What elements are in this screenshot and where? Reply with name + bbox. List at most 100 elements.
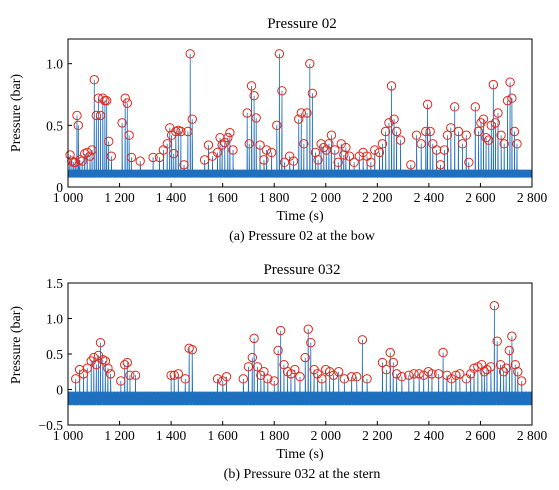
peak-marker — [116, 376, 126, 386]
peak-marker — [225, 128, 235, 138]
peak-marker — [180, 374, 190, 384]
peak-marker — [509, 126, 520, 137]
x-tick-label: 2 000 — [311, 428, 342, 443]
peak-marker — [507, 93, 517, 103]
peak-marker — [461, 130, 471, 140]
peak-marker — [370, 145, 380, 155]
peak-marker — [275, 325, 286, 336]
peak-markers — [71, 301, 527, 386]
x-tick-label: 1 200 — [104, 428, 135, 443]
peak-marker — [82, 363, 93, 373]
y-axis-label: Pressure (bar) — [9, 306, 24, 384]
peak-marker — [328, 370, 339, 380]
peak-marker — [464, 157, 474, 168]
peak-marker — [395, 135, 406, 145]
peak-marker — [507, 331, 517, 341]
x-tick-label: 2 800 — [517, 190, 548, 205]
peak-marker — [435, 160, 446, 170]
series-line — [68, 305, 532, 406]
peak-marker — [386, 81, 397, 91]
peak-marker — [220, 137, 230, 148]
peak-marker — [414, 369, 424, 379]
peak-marker — [389, 114, 399, 124]
x-tick-label: 2 600 — [465, 428, 496, 443]
peak-marker — [362, 374, 372, 384]
peak-marker — [106, 151, 117, 161]
peak-marker — [439, 145, 450, 155]
axes-box — [67, 38, 533, 188]
chart-title: Pressure 02 — [267, 16, 337, 32]
peak-marker — [422, 99, 433, 110]
peak-marker — [176, 126, 186, 137]
peak-marker — [148, 152, 158, 163]
y-axis-label: Pressure (bar) — [9, 74, 24, 152]
peak-marker — [330, 145, 340, 155]
peak-marker — [279, 157, 290, 168]
x-tick-label: 2 200 — [362, 428, 393, 443]
x-tick-label: 2 200 — [362, 190, 393, 205]
y-tick-label: 0 — [56, 180, 63, 195]
peak-marker — [100, 356, 111, 366]
peak-marker — [341, 142, 351, 153]
x-tick-label: 1 400 — [156, 428, 187, 443]
peak-marker — [93, 93, 104, 103]
peak-marker — [135, 156, 145, 166]
panel-caption: (a) Pressure 02 at the bow — [229, 229, 376, 244]
peak-marker — [203, 140, 214, 150]
peak-marker — [489, 301, 500, 311]
peak-marker — [486, 362, 496, 372]
peak-marker — [243, 362, 254, 372]
panel-caption: (b) Pressure 032 at the stern — [224, 467, 381, 482]
peak-marker — [488, 79, 499, 90]
peak-marker — [261, 145, 272, 155]
peak-marker — [397, 372, 407, 382]
x-tick-label: 1 600 — [207, 428, 238, 443]
peak-marker — [344, 151, 355, 161]
peak-marker — [481, 132, 491, 143]
peak-marker — [352, 372, 362, 382]
series-line — [68, 53, 532, 178]
peak-marker — [120, 359, 130, 370]
y-tick-label: 0.5 — [46, 347, 63, 362]
peak-marker — [259, 367, 269, 377]
peak-marker — [385, 347, 395, 358]
peak-marker — [294, 114, 304, 124]
x-tick-label: 1 600 — [207, 190, 238, 205]
peak-marker — [221, 372, 232, 382]
peak-marker — [238, 374, 248, 384]
peak-marker — [381, 364, 392, 375]
peak-marker — [259, 155, 269, 165]
peak-marker — [252, 362, 263, 372]
peak-marker — [251, 113, 261, 123]
peak-marker — [95, 337, 106, 348]
peak-marker — [305, 58, 315, 69]
peak-marker — [249, 333, 259, 344]
chart-title: Pressure 032 — [263, 262, 340, 278]
peak-marker — [296, 108, 306, 118]
peak-marker — [70, 157, 80, 168]
peak-marker — [212, 147, 223, 158]
peak-marker — [504, 345, 515, 356]
peak-marker — [126, 152, 137, 163]
peak-marker — [185, 49, 195, 59]
x-tick-label: 1 200 — [104, 190, 135, 205]
peak-marker — [477, 359, 487, 370]
peak-marker — [499, 139, 509, 149]
peak-marker — [479, 367, 490, 377]
peak-marker — [249, 91, 259, 101]
chart-panel-pressure-02: Pressure 02 Pressure (bar) 1 000 1 200 1 4… — [9, 16, 547, 244]
peak-marker — [104, 136, 114, 147]
peak-marker — [377, 357, 388, 368]
peak-marker — [101, 95, 112, 106]
peak-marker — [154, 152, 165, 163]
peak-marker — [483, 135, 494, 145]
plot-area: 1 000 1 200 1 400 1 600 1 800 2 000 2 200 2 400… — [46, 38, 548, 205]
peak-marker — [502, 95, 513, 106]
peak-marker — [326, 130, 337, 140]
peak-marker — [416, 139, 426, 149]
peak-marker — [212, 374, 223, 384]
peak-marker — [404, 370, 414, 380]
y-tick-label: 1.0 — [46, 57, 63, 72]
peak-marker — [339, 374, 350, 384]
